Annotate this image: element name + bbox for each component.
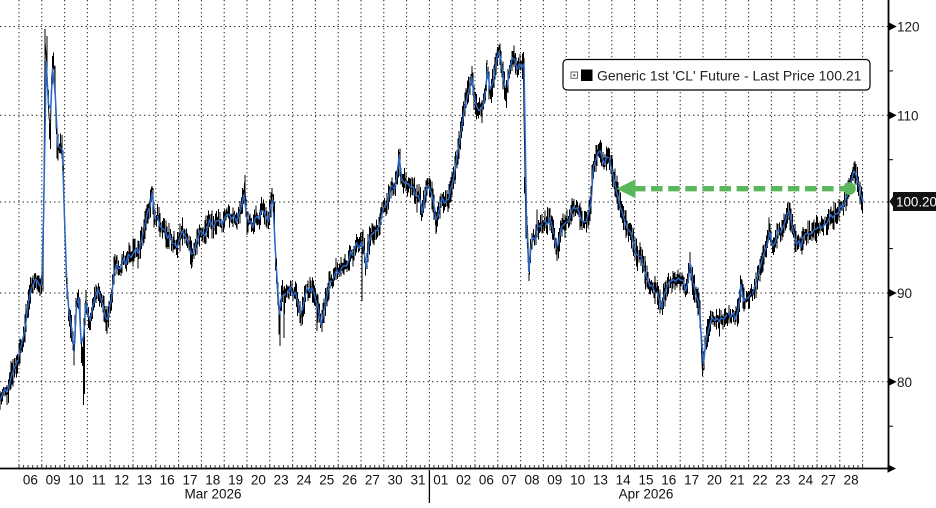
svg-text:28: 28 [844, 473, 859, 488]
svg-text:24: 24 [296, 473, 312, 488]
svg-text:20: 20 [251, 473, 266, 488]
svg-text:25: 25 [319, 473, 334, 488]
svg-text:10: 10 [570, 473, 585, 488]
svg-text:16: 16 [160, 473, 175, 488]
svg-text:120: 120 [897, 20, 920, 35]
svg-text:27: 27 [821, 473, 836, 488]
svg-text:Generic 1st 'CL' Future - Last: Generic 1st 'CL' Future - Last Price 100… [597, 68, 862, 84]
svg-text:07: 07 [502, 473, 517, 488]
svg-text:100.20: 100.20 [896, 195, 936, 210]
svg-text:Apr 2026: Apr 2026 [619, 487, 674, 502]
svg-text:23: 23 [775, 473, 790, 488]
svg-text:80: 80 [897, 375, 912, 390]
svg-text:02: 02 [456, 473, 471, 488]
svg-text:30: 30 [388, 473, 403, 488]
svg-text:Mar 2026: Mar 2026 [184, 487, 241, 502]
svg-text:06: 06 [479, 473, 494, 488]
svg-text:11: 11 [92, 473, 106, 488]
svg-text:13: 13 [593, 473, 608, 488]
svg-text:08: 08 [524, 473, 539, 488]
svg-text:14: 14 [616, 473, 632, 488]
svg-text:17: 17 [684, 473, 699, 488]
svg-text:27: 27 [365, 473, 380, 488]
svg-text:09: 09 [547, 473, 562, 488]
svg-text:19: 19 [228, 473, 243, 488]
svg-text:90: 90 [897, 286, 912, 301]
svg-text:31: 31 [410, 473, 425, 488]
svg-text:16: 16 [661, 473, 676, 488]
svg-text:10: 10 [68, 473, 83, 488]
svg-text:23: 23 [274, 473, 289, 488]
svg-text:09: 09 [46, 473, 61, 488]
svg-text:06: 06 [23, 473, 38, 488]
svg-text:18: 18 [205, 473, 220, 488]
svg-text:12: 12 [114, 473, 129, 488]
svg-text:110: 110 [897, 108, 919, 123]
svg-text:01: 01 [433, 473, 448, 488]
svg-text:26: 26 [342, 473, 357, 488]
svg-text:15: 15 [638, 473, 653, 488]
svg-text:21: 21 [730, 473, 745, 488]
svg-text:17: 17 [182, 473, 197, 488]
svg-text:22: 22 [752, 473, 767, 488]
svg-text:24: 24 [798, 473, 814, 488]
svg-text:20: 20 [707, 473, 722, 488]
svg-text:13: 13 [137, 473, 152, 488]
